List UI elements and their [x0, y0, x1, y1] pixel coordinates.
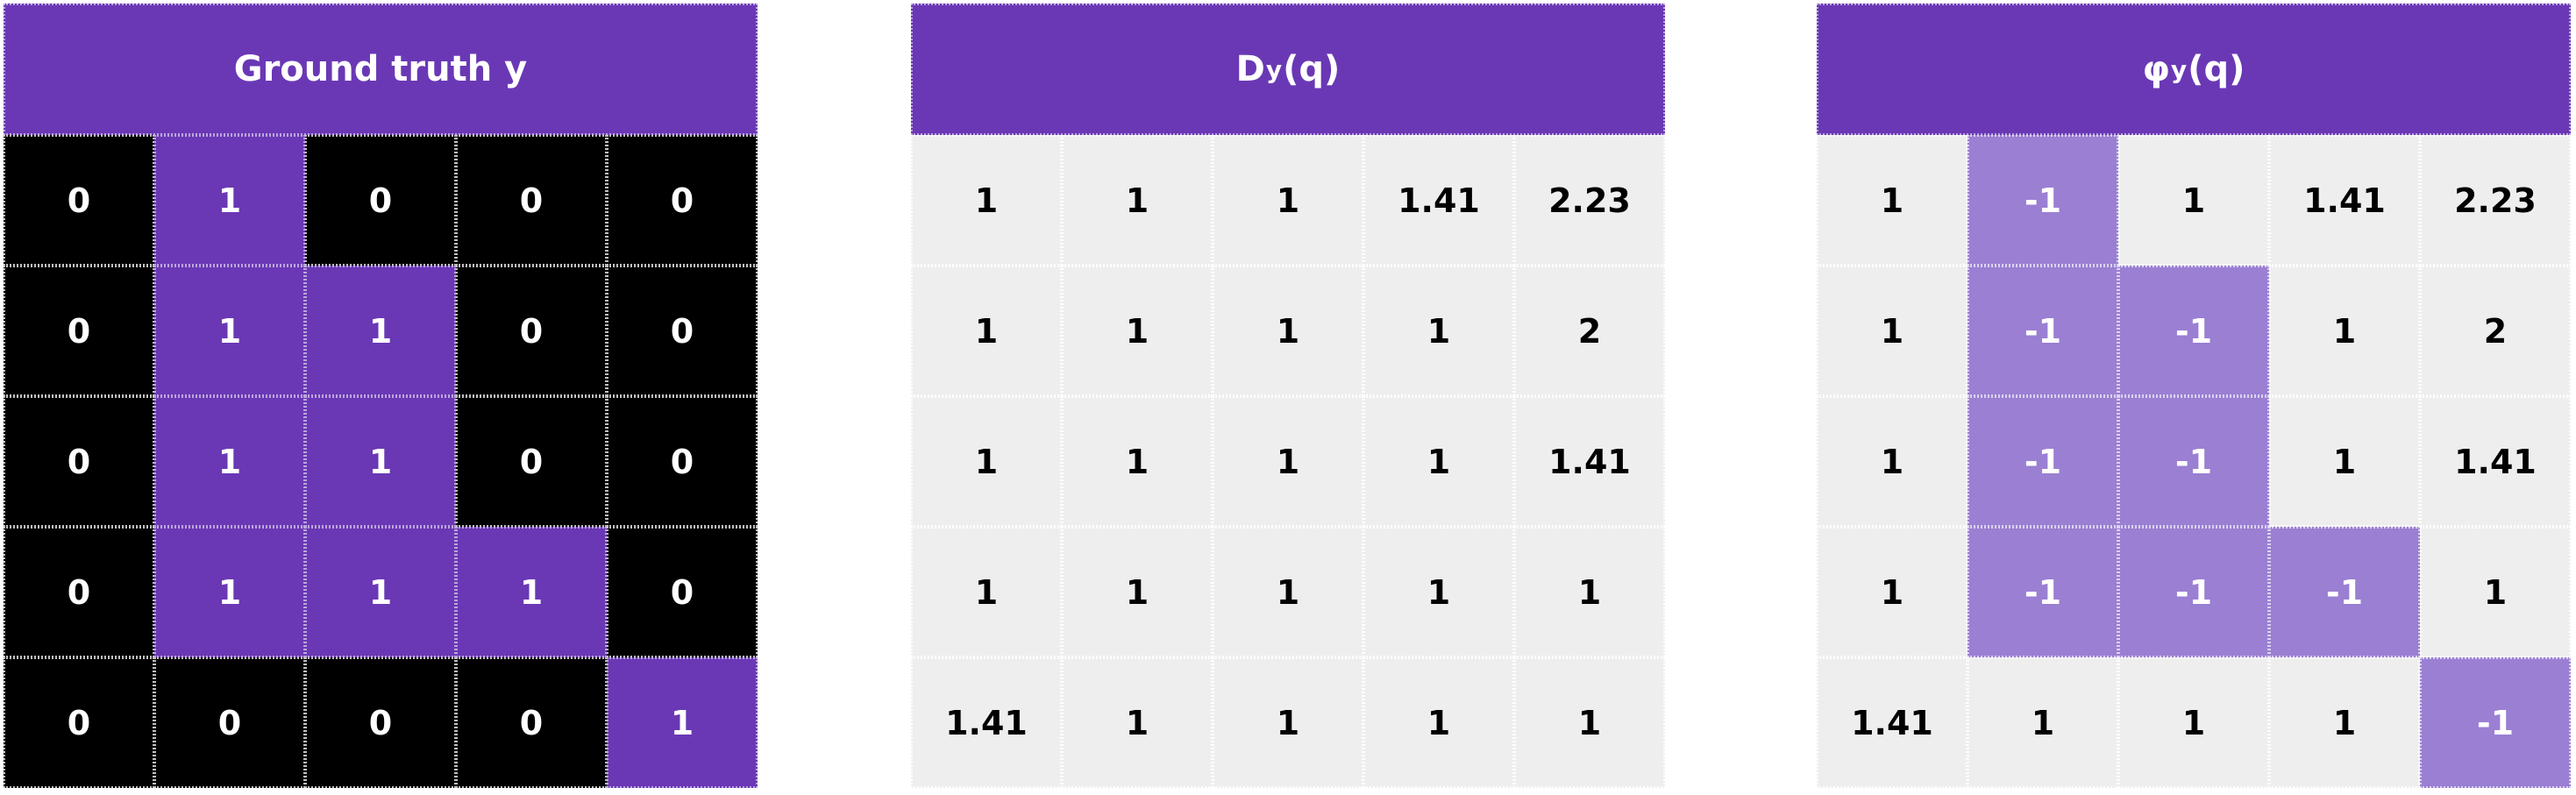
signed-distance-cell-r4-c4: -1: [2420, 657, 2571, 788]
distance-cell-r4-c3: 1: [1363, 657, 1514, 788]
ground-truth-cell-r4-c2: 0: [305, 657, 456, 788]
ground-truth-cell-r1-c4: 0: [607, 266, 758, 396]
signed-distance-cell-r0-c2: 1: [2118, 135, 2269, 266]
signed-distance-title-sub: y: [2170, 54, 2188, 84]
signed-distance-cell-r3-c4: 1: [2420, 527, 2571, 657]
ground-truth-cell-r1-c3: 0: [456, 266, 607, 396]
distance-title-rest: (q): [1283, 49, 1341, 89]
ground-truth-cell-r1-c0: 0: [4, 266, 154, 396]
ground-truth-cell-r2-c2: 1: [305, 396, 456, 527]
distance-title-main: D: [1235, 49, 1265, 89]
ground-truth-cell-r3-c1: 1: [154, 527, 305, 657]
distance-title-sub: y: [1265, 54, 1283, 84]
signed-distance-title-main: φ: [2142, 49, 2170, 89]
signed-distance-title-rest: (q): [2188, 49, 2245, 89]
ground-truth-cell-r0-c3: 0: [456, 135, 607, 266]
ground-truth-cell-r3-c0: 0: [4, 527, 154, 657]
distance-cell-r4-c4: 1: [1514, 657, 1665, 788]
distance-cell-r1-c2: 1: [1213, 266, 1363, 396]
ground-truth-cell-r0-c1: 1: [154, 135, 305, 266]
distance-cell-r3-c1: 1: [1062, 527, 1213, 657]
ground-truth-cell-r2-c3: 0: [456, 396, 607, 527]
ground-truth-cell-r3-c2: 1: [305, 527, 456, 657]
ground-truth-cell-r2-c1: 1: [154, 396, 305, 527]
signed-distance-cell-r2-c4: 1.41: [2420, 396, 2571, 527]
signed-distance-cell-r3-c3: -1: [2269, 527, 2420, 657]
distance-cell-r3-c2: 1: [1213, 527, 1363, 657]
signed-distance-cell-r1-c3: 1: [2269, 266, 2420, 396]
signed-distance-cell-r3-c2: -1: [2118, 527, 2269, 657]
signed-distance-title: φ y (q): [1817, 4, 2571, 135]
signed-distance-cell-r1-c0: 1: [1817, 266, 1968, 396]
distance-cell-r1-c4: 2: [1514, 266, 1665, 396]
distance-cell-r0-c0: 1: [911, 135, 1062, 266]
ground-truth-cell-r2-c4: 0: [607, 396, 758, 527]
signed-distance-cell-r2-c1: -1: [1968, 396, 2118, 527]
signed-distance-cell-r4-c0: 1.41: [1817, 657, 1968, 788]
signed-distance-cell-r1-c4: 2: [2420, 266, 2571, 396]
distance-cell-r3-c3: 1: [1363, 527, 1514, 657]
signed-distance-cell-r4-c2: 1: [2118, 657, 2269, 788]
signed-distance-cell-r2-c2: -1: [2118, 396, 2269, 527]
signed-distance-cell-r0-c0: 1: [1817, 135, 1968, 266]
signed-distance-panel: φ y (q) 1 -1 1 1.41 2.23 1 -1 -1 1 2 1 -1 -1 1 1.41 1 -1 -1…: [1817, 4, 2571, 788]
distance-cell-r2-c1: 1: [1062, 396, 1213, 527]
signed-distance-cell-r1-c2: -1: [2118, 266, 2269, 396]
ground-truth-cell-r4-c3: 0: [456, 657, 607, 788]
signed-distance-cell-r2-c0: 1: [1817, 396, 1968, 527]
ground-truth-cell-r0-c4: 0: [607, 135, 758, 266]
signed-distance-cell-r0-c3: 1.41: [2269, 135, 2420, 266]
ground-truth-cell-r0-c0: 0: [4, 135, 154, 266]
ground-truth-title: Ground truth y: [4, 4, 758, 135]
ground-truth-cell-r3-c4: 0: [607, 527, 758, 657]
distance-cell-r2-c0: 1: [911, 396, 1062, 527]
distance-cell-r4-c2: 1: [1213, 657, 1363, 788]
signed-distance-cell-r4-c1: 1: [1968, 657, 2118, 788]
ground-truth-cell-r0-c2: 0: [305, 135, 456, 266]
distance-grid: 1 1 1 1.41 2.23 1 1 1 1 2 1 1 1 1 1.41 1 1 1 1 1 1.41 1 1 1 1: [911, 135, 1665, 788]
signed-distance-cell-r4-c3: 1: [2269, 657, 2420, 788]
signed-distance-cell-r0-c4: 2.23: [2420, 135, 2571, 266]
signed-distance-cell-r2-c3: 1: [2269, 396, 2420, 527]
ground-truth-cell-r1-c1: 1: [154, 266, 305, 396]
ground-truth-cell-r4-c4: 1: [607, 657, 758, 788]
ground-truth-cell-r4-c0: 0: [4, 657, 154, 788]
distance-cell-r3-c4: 1: [1514, 527, 1665, 657]
distance-cell-r1-c1: 1: [1062, 266, 1213, 396]
distance-cell-r0-c3: 1.41: [1363, 135, 1514, 266]
ground-truth-cell-r3-c3: 1: [456, 527, 607, 657]
ground-truth-cell-r4-c1: 0: [154, 657, 305, 788]
distance-cell-r1-c3: 1: [1363, 266, 1514, 396]
signed-distance-cell-r0-c1: -1: [1968, 135, 2118, 266]
ground-truth-cell-r1-c2: 1: [305, 266, 456, 396]
distance-cell-r0-c4: 2.23: [1514, 135, 1665, 266]
distance-cell-r1-c0: 1: [911, 266, 1062, 396]
signed-distance-cell-r3-c1: -1: [1968, 527, 2118, 657]
distance-cell-r4-c1: 1: [1062, 657, 1213, 788]
ground-truth-cell-r2-c0: 0: [4, 396, 154, 527]
distance-cell-r2-c3: 1: [1363, 396, 1514, 527]
distance-cell-r3-c0: 1: [911, 527, 1062, 657]
distance-cell-r2-c2: 1: [1213, 396, 1363, 527]
distance-cell-r0-c1: 1: [1062, 135, 1213, 266]
distance-cell-r4-c0: 1.41: [911, 657, 1062, 788]
signed-distance-cell-r3-c0: 1: [1817, 527, 1968, 657]
ground-truth-title-text: Ground truth y: [233, 49, 528, 89]
signed-distance-grid: 1 -1 1 1.41 2.23 1 -1 -1 1 2 1 -1 -1 1 1.41 1 -1 -1 -1 1 1.4…: [1817, 135, 2571, 788]
distance-cell-r0-c2: 1: [1213, 135, 1363, 266]
signed-distance-cell-r1-c1: -1: [1968, 266, 2118, 396]
distance-cell-r2-c4: 1.41: [1514, 396, 1665, 527]
